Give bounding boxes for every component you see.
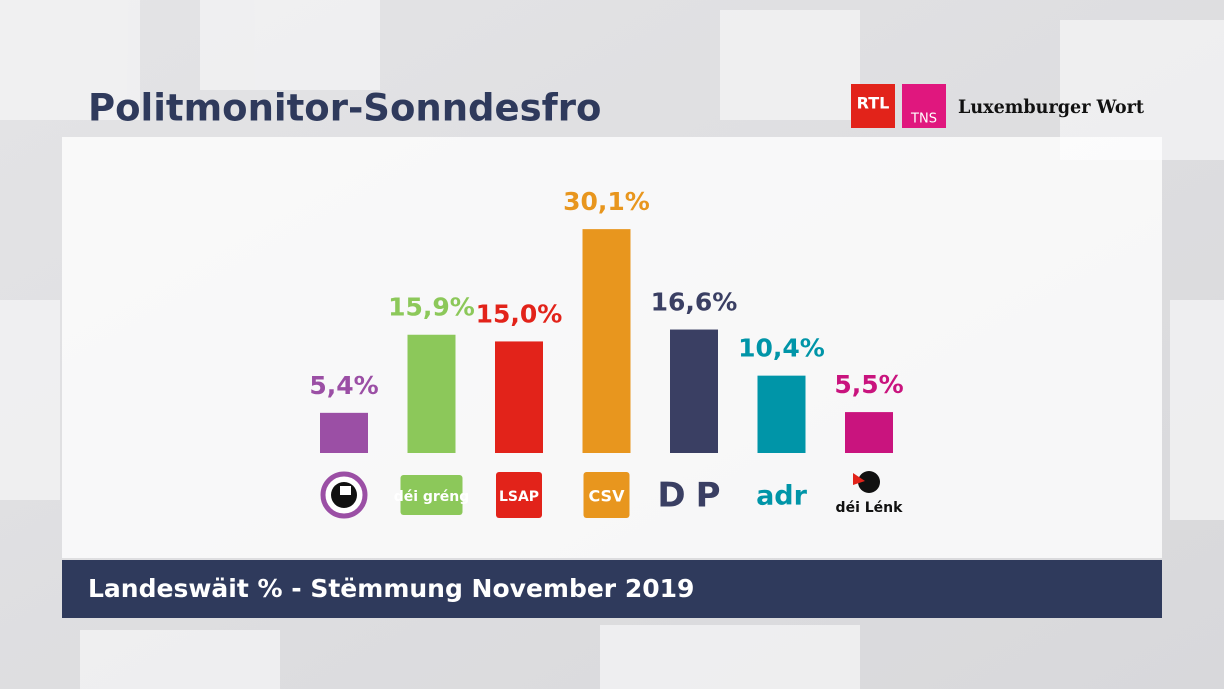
x-tick-label: CSV (589, 487, 626, 506)
value-label: 5,4% (309, 371, 378, 400)
x-tick-label: DP (657, 476, 730, 516)
tns-logo-text: TNS (910, 112, 937, 127)
bar (582, 229, 631, 453)
value-label: 15,0% (476, 299, 563, 328)
rtl-logo-text: RTL (857, 94, 890, 113)
party-logo-flag (340, 486, 351, 505)
bar (845, 412, 893, 453)
party-logo-box (496, 472, 542, 518)
value-label: 15,9% (388, 293, 475, 322)
x-tick-label: déi Lénk (836, 500, 904, 516)
bar (320, 412, 368, 453)
rtl-logo (851, 84, 895, 128)
party-logo-box (400, 475, 463, 515)
x-tick-label: adr (756, 481, 808, 512)
party-logo-dot (858, 471, 880, 493)
bar (407, 334, 456, 453)
value-label: 10,4% (738, 334, 825, 363)
value-label: 5,5% (834, 370, 903, 399)
wort-logo: Luxemburger Wort (958, 96, 1144, 118)
value-label: 16,6% (651, 288, 738, 317)
chart-title: Politmonitor-Sonndesfro (88, 87, 601, 130)
value-label: 30,1% (563, 187, 650, 216)
party-logo-flag (853, 473, 865, 485)
x-tick-label: déi gréng (394, 489, 470, 505)
x-tick-label: LSAP (499, 489, 539, 505)
party-logo-box (583, 472, 630, 518)
bar (757, 375, 806, 453)
subtitle: Landeswäit % - Stëmmung November 2019 (88, 574, 694, 603)
tns-logo (902, 84, 946, 128)
bar (495, 341, 543, 453)
bar (670, 329, 718, 453)
footer-bar (62, 560, 1162, 618)
